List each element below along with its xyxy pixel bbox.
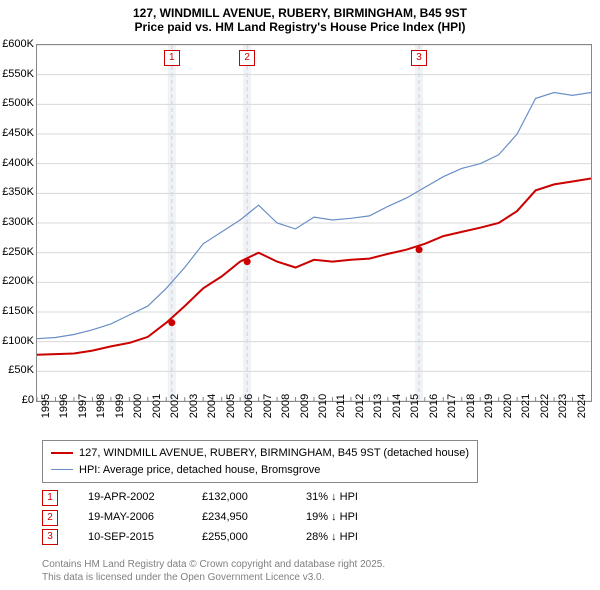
xtick-label: 2010: [317, 394, 329, 418]
event-price: £132,000: [202, 488, 302, 508]
xtick-label: 2003: [188, 394, 200, 418]
chart-title-line1: 127, WINDMILL AVENUE, RUBERY, BIRMINGHAM…: [0, 0, 600, 20]
event-marker: 2: [42, 510, 58, 526]
event-marker: 3: [42, 529, 58, 545]
plot-area: [36, 44, 592, 402]
event-row: 1 19-APR-2002£132,00031% ↓ HPI: [42, 488, 406, 508]
xtick-label: 1996: [58, 394, 70, 418]
marker-label-3: 3: [411, 50, 427, 66]
xtick-label: 1999: [114, 394, 126, 418]
xtick-label: 2021: [520, 394, 532, 418]
xtick-label: 1998: [95, 394, 107, 418]
xtick-label: 2016: [428, 394, 440, 418]
footer: Contains HM Land Registry data © Crown c…: [42, 558, 385, 584]
marker-label-1: 1: [164, 50, 180, 66]
legend-row-price-paid: 127, WINDMILL AVENUE, RUBERY, BIRMINGHAM…: [51, 445, 469, 462]
xtick-label: 2002: [169, 394, 181, 418]
ytick-label: £300K: [2, 216, 34, 228]
ytick-label: £500K: [2, 97, 34, 109]
ytick-label: £450K: [2, 127, 34, 139]
event-row: 2 19-MAY-2006£234,95019% ↓ HPI: [42, 508, 406, 528]
xtick-label: 2012: [354, 394, 366, 418]
ytick-label: £600K: [2, 38, 34, 50]
xtick-label: 2005: [225, 394, 237, 418]
xtick-label: 1997: [77, 394, 89, 418]
marker-label-2: 2: [239, 50, 255, 66]
xtick-label: 2001: [151, 394, 163, 418]
xtick-label: 2024: [576, 394, 588, 418]
xtick-label: 2004: [206, 394, 218, 418]
footer-line1: Contains HM Land Registry data © Crown c…: [42, 558, 385, 571]
event-diff: 31% ↓ HPI: [306, 488, 406, 508]
event-row: 3 10-SEP-2015£255,00028% ↓ HPI: [42, 528, 406, 548]
event-date: 19-APR-2002: [88, 488, 198, 508]
events-table: 1 19-APR-2002£132,00031% ↓ HPI 2 19-MAY-200…: [42, 488, 406, 547]
xtick-label: 2019: [483, 394, 495, 418]
event-date: 19-MAY-2006: [88, 508, 198, 528]
event-price: £234,950: [202, 508, 302, 528]
xtick-label: 2013: [372, 394, 384, 418]
ytick-label: £250K: [2, 246, 34, 258]
event-date: 10-SEP-2015: [88, 528, 198, 548]
event-diff: 28% ↓ HPI: [306, 528, 406, 548]
xtick-label: 2022: [539, 394, 551, 418]
ytick-label: £0: [22, 394, 34, 406]
xtick-label: 2014: [391, 394, 403, 418]
chart-svg: [37, 45, 591, 401]
xtick-label: 2011: [335, 394, 347, 418]
xtick-label: 2020: [502, 394, 514, 418]
ytick-label: £100K: [2, 335, 34, 347]
legend-label-hpi: HPI: Average price, detached house, Brom…: [79, 462, 320, 479]
xtick-label: 2006: [243, 394, 255, 418]
ytick-label: £400K: [2, 157, 34, 169]
legend-label-price-paid: 127, WINDMILL AVENUE, RUBERY, BIRMINGHAM…: [79, 445, 469, 462]
xtick-label: 2017: [446, 394, 458, 418]
legend-swatch-hpi: [51, 469, 73, 470]
xtick-label: 2009: [299, 394, 311, 418]
legend-row-hpi: HPI: Average price, detached house, Brom…: [51, 462, 469, 479]
event-price: £255,000: [202, 528, 302, 548]
footer-line2: This data is licensed under the Open Gov…: [42, 571, 385, 584]
ytick-label: £550K: [2, 68, 34, 80]
xtick-label: 2018: [465, 394, 477, 418]
ytick-label: £150K: [2, 305, 34, 317]
xtick-label: 1995: [40, 394, 52, 418]
xtick-label: 2023: [557, 394, 569, 418]
ytick-label: £200K: [2, 275, 34, 287]
event-marker: 1: [42, 490, 58, 506]
chart-title-line2: Price paid vs. HM Land Registry's House …: [0, 20, 600, 38]
xtick-label: 2007: [262, 394, 274, 418]
legend: 127, WINDMILL AVENUE, RUBERY, BIRMINGHAM…: [42, 440, 478, 483]
xtick-label: 2008: [280, 394, 292, 418]
chart-container: 127, WINDMILL AVENUE, RUBERY, BIRMINGHAM…: [0, 0, 600, 590]
legend-swatch-price-paid: [51, 452, 73, 454]
event-diff: 19% ↓ HPI: [306, 508, 406, 528]
ytick-label: £350K: [2, 186, 34, 198]
ytick-label: £50K: [8, 364, 34, 376]
xtick-label: 2000: [132, 394, 144, 418]
xtick-label: 2015: [409, 394, 421, 418]
